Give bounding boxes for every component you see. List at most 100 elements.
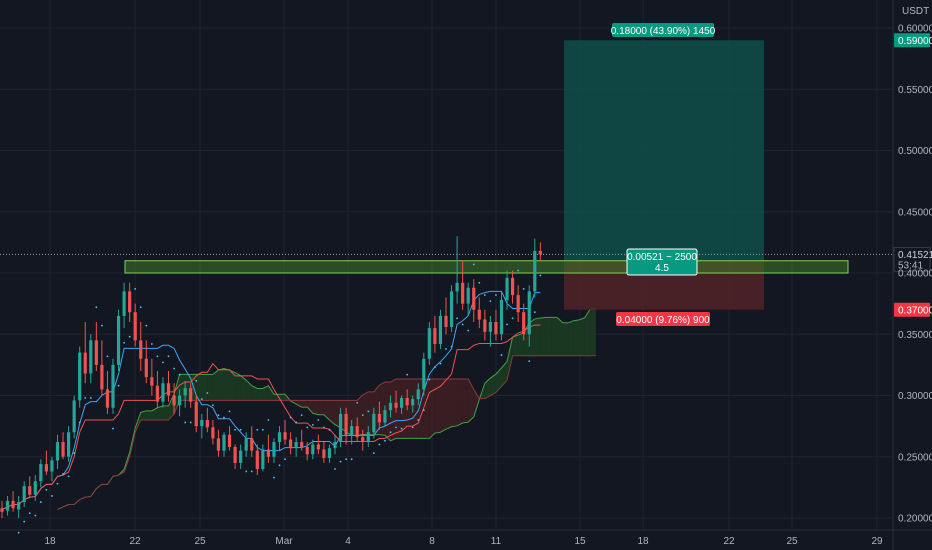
candle-body (477, 309, 481, 320)
cloud-segment (307, 400, 313, 414)
cloud-segment (396, 378, 402, 439)
sar-dot (384, 439, 386, 442)
cloud-segment (218, 368, 224, 401)
cloud-segment (440, 378, 446, 433)
candle-body (350, 426, 354, 435)
x-tick-label: 18 (637, 536, 649, 547)
ichimoku-cloud (57, 308, 596, 510)
cloud-segment (140, 410, 147, 420)
parabolic-sar (17, 263, 542, 534)
sar-dot (145, 324, 148, 327)
cloud-segment (468, 378, 474, 423)
last-price-tag-bg (893, 246, 931, 272)
sar-dot (361, 414, 364, 416)
x-tick-label: Mar (275, 536, 293, 547)
candle-body (100, 364, 104, 390)
candle-body (17, 502, 21, 510)
stop-label-text: 0.04000 (9.76%) 900 (616, 315, 710, 326)
kijun-line (1, 324, 541, 510)
sar-dot (517, 269, 520, 272)
span-a-line (57, 308, 596, 510)
candle-body (233, 446, 237, 463)
candle-body (211, 427, 215, 439)
candle-body (200, 420, 204, 427)
sar-dot (56, 482, 59, 485)
candle-body (261, 449, 265, 469)
sar-dot (228, 410, 231, 413)
candle-body (305, 446, 309, 455)
cloud-segment (457, 378, 463, 426)
sar-dot (78, 421, 81, 424)
candle-body (50, 460, 54, 472)
sar-dot (106, 355, 109, 358)
sar-dot (445, 348, 447, 350)
y-tick-label: 0.40000 (898, 269, 932, 280)
sar-dot (539, 274, 542, 277)
cloud-segment (545, 317, 552, 356)
cloud-segment (157, 405, 163, 420)
sar-dot (323, 426, 325, 429)
sar-dot (472, 263, 475, 266)
candle-body (272, 442, 276, 457)
candle-body (39, 464, 43, 482)
candle-body (144, 358, 148, 378)
candle-body (105, 389, 110, 408)
cloud-segment (246, 380, 252, 401)
sar-dot (167, 355, 170, 358)
position-labels: 0.18000 (43.90%) 1450 0.04000 (9.76%) 900… (611, 23, 932, 326)
cloud-segment (501, 361, 508, 387)
cloud-segment (384, 382, 391, 441)
candle-body (316, 444, 320, 450)
sar-dot (528, 360, 531, 363)
cloud-segment (507, 337, 513, 381)
sar-dot (195, 379, 198, 382)
cloud-segment (362, 391, 369, 435)
candle-body (372, 413, 376, 433)
candle-body (483, 319, 487, 332)
candle-body (205, 420, 209, 428)
candle-body (222, 434, 226, 451)
candle-body (361, 437, 365, 443)
sar-dot (400, 427, 403, 430)
candle-body (388, 402, 393, 411)
cloud-segment (434, 378, 441, 434)
sar-dot (467, 329, 470, 332)
candle-body (227, 434, 232, 447)
sar-dot (506, 323, 508, 326)
sar-dot (84, 397, 87, 399)
sar-dot (328, 428, 331, 431)
sar-dot (434, 366, 436, 369)
cloud-segment (268, 385, 274, 401)
candle-body (183, 388, 187, 396)
sar-dot (483, 294, 486, 296)
sar-dot (300, 414, 303, 416)
cloud-segment (323, 400, 330, 420)
resistance-zone (124, 260, 849, 274)
sar-dot (306, 426, 309, 429)
sar-dot (189, 421, 192, 424)
cloud-segment (162, 405, 169, 420)
sar-dot (350, 458, 353, 461)
candle-body (511, 277, 515, 296)
sar-dot (289, 416, 292, 419)
cloud-segment (318, 400, 324, 415)
cloud-segment (451, 378, 458, 427)
sar-dot (250, 470, 253, 473)
x-tick-label: 22 (723, 536, 735, 547)
candle-body (438, 315, 443, 345)
sar-dot (367, 410, 370, 413)
sar-dot (223, 416, 225, 419)
y-tick-label: 0.50000 (898, 146, 932, 157)
candle-body (122, 291, 126, 316)
cloud-segment (390, 378, 397, 441)
cloud-segment (229, 370, 236, 401)
sar-dot (389, 431, 392, 434)
sar-dot (317, 419, 320, 421)
candle-body (255, 450, 259, 469)
y-tick-label: 0.55000 (898, 85, 932, 96)
sar-dot (439, 362, 442, 365)
